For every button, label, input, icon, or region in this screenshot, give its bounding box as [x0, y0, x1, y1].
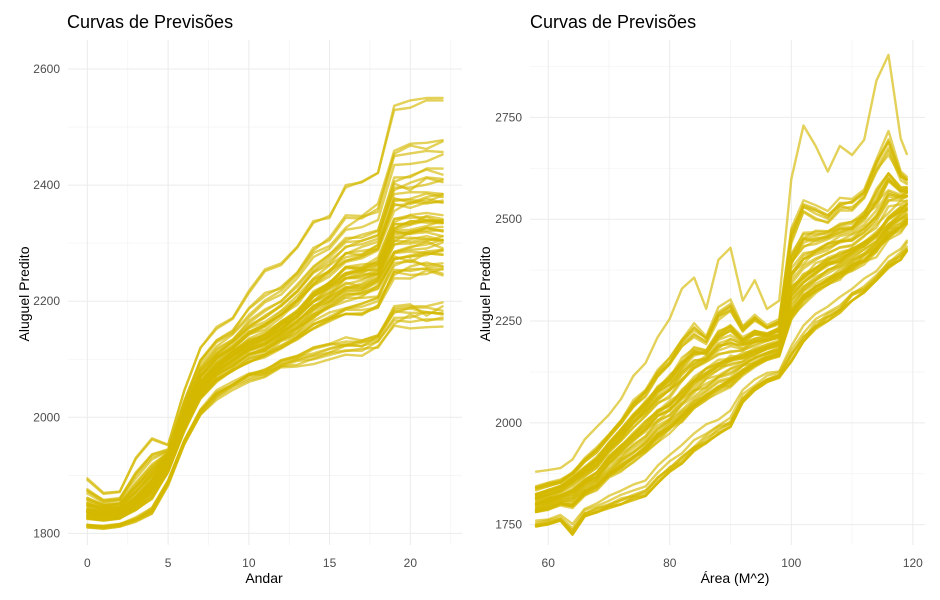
prediction-curve [86, 194, 444, 510]
prediction-curve [534, 53, 908, 473]
prediction-curve [86, 138, 444, 502]
x-tick-label: 100 [781, 556, 801, 570]
y-tick-label: 2200 [33, 294, 60, 308]
prediction-curve [534, 239, 908, 526]
prediction-curve [86, 199, 444, 511]
y-tick-labels: 1800 2000 2200 2400 2600 [33, 62, 60, 540]
prediction-curve [86, 267, 444, 522]
prediction-curve [534, 195, 908, 500]
x-axis-label: Andar [245, 570, 283, 586]
prediction-curve [534, 213, 908, 510]
y-tick-label: 1800 [33, 526, 60, 540]
x-tick-label: 120 [903, 556, 923, 570]
prediction-curve [86, 96, 444, 494]
prediction-curve [534, 199, 908, 502]
y-axis-label: Aluguel Predito [16, 246, 32, 341]
x-tick-label: 80 [663, 556, 677, 570]
prediction-curve [86, 306, 444, 527]
x-tick-label: 15 [323, 556, 337, 570]
prediction-curve [534, 129, 908, 488]
prediction-curve [86, 218, 444, 513]
prediction-curve [534, 172, 908, 496]
prediction-curve [86, 178, 444, 507]
prediction-curve [534, 202, 908, 505]
prediction-curve [86, 153, 444, 504]
prediction-curve [86, 215, 444, 513]
curves [86, 96, 444, 530]
x-tick-label: 20 [404, 556, 418, 570]
prediction-curve [534, 141, 908, 490]
prediction-curve [86, 318, 444, 530]
y-tick-label: 2000 [33, 410, 60, 424]
prediction-curve [534, 190, 908, 499]
prediction-curve [534, 220, 908, 514]
prediction-curve [534, 222, 908, 514]
prediction-curve [86, 167, 444, 506]
chart-title: Curvas de Previsões [67, 12, 233, 32]
y-tick-label: 1750 [495, 518, 522, 532]
prediction-curve [86, 236, 444, 516]
prediction-curve [534, 206, 908, 505]
curves [534, 53, 908, 536]
x-tick-label: 5 [165, 556, 172, 570]
y-tick-label: 2400 [33, 178, 60, 192]
x-axis-label: Área (M^2) [701, 570, 770, 586]
x-tick-label: 60 [542, 556, 556, 570]
y-tick-label: 2250 [495, 314, 522, 328]
y-tick-labels: 1750 2000 2250 2500 2750 [495, 110, 522, 531]
panel-andar: Curvas de Previsões 0 5 10 15 20 1800 2000 220… [16, 12, 462, 586]
x-tick-labels: 0 5 10 15 20 [84, 556, 417, 570]
prediction-curve [534, 217, 908, 511]
y-tick-label: 2500 [495, 212, 522, 226]
prediction-curve [86, 258, 444, 521]
prediction-curve [86, 248, 444, 519]
y-tick-label: 2600 [33, 62, 60, 76]
panel-area: Curvas de Previsões 60 80 100 120 1750 2000 2… [477, 12, 925, 586]
prediction-curve [534, 249, 908, 536]
x-tick-labels: 60 80 100 120 [542, 556, 924, 570]
y-tick-label: 2000 [495, 416, 522, 430]
prediction-curve [534, 177, 908, 497]
x-tick-label: 0 [84, 556, 91, 570]
prediction-curve [534, 247, 908, 532]
prediction-curve [534, 153, 908, 491]
x-tick-label: 10 [242, 556, 256, 570]
prediction-curve [86, 149, 444, 503]
chart-title: Curvas de Previsões [530, 12, 696, 32]
y-tick-label: 2750 [495, 110, 522, 124]
y-axis-label: Aluguel Predito [477, 246, 493, 341]
